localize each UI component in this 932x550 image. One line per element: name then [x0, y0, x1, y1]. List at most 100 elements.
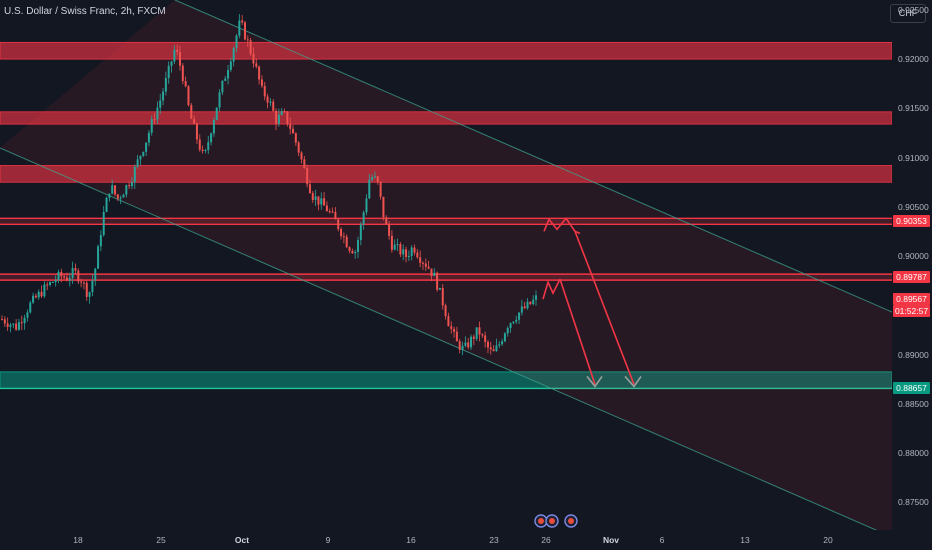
arrow-head [624, 375, 642, 388]
candle-body [77, 270, 80, 282]
candle-body [184, 81, 187, 87]
candle-body [438, 287, 441, 290]
candle-body [37, 291, 40, 298]
candle-body [484, 335, 487, 342]
candle-body [413, 247, 416, 253]
candle-body [275, 110, 278, 124]
candle-body [421, 262, 424, 264]
candle-body [46, 284, 49, 286]
zones-layer [0, 41, 892, 390]
candle-body [303, 159, 306, 169]
candle-body [447, 316, 450, 327]
price-tick-label: 0.91000 [898, 152, 929, 163]
candle-body [441, 287, 444, 306]
candle-body [512, 321, 515, 324]
channel-upper-line [174, 0, 892, 313]
candle-body [461, 345, 464, 350]
price-label: 01:52:57 [893, 304, 930, 317]
candle-body [450, 326, 453, 329]
candle-body [235, 35, 238, 49]
candle-body [331, 211, 334, 213]
arrow-head [586, 375, 603, 388]
price-tick-label: 0.90500 [898, 201, 929, 212]
candle-body [300, 152, 303, 160]
time-tick-label: 26 [541, 535, 551, 545]
candle-body [478, 327, 481, 335]
candle-body [71, 268, 74, 278]
candle-body [308, 184, 311, 194]
candle-body [464, 342, 467, 346]
candle-body [390, 235, 393, 250]
time-tick-label: Nov [602, 535, 620, 545]
candle-body [97, 246, 100, 269]
candle-body [388, 224, 391, 236]
candle-body [427, 266, 430, 269]
candle-body [433, 272, 436, 277]
candle-body [518, 312, 521, 320]
candle-body [523, 306, 526, 309]
candle-body [498, 344, 501, 346]
candle-body [57, 271, 60, 281]
candle-body [173, 49, 176, 62]
candle-body [342, 236, 345, 238]
candle-body [246, 39, 249, 41]
candle-body [80, 281, 83, 283]
candle-body [82, 282, 85, 284]
time-scale[interactable]: 18 25 Oct 9 16 23 26 Nov 6 13 20 [0, 530, 892, 550]
candle-body [130, 182, 133, 187]
price-tick-label: 0.92500 [898, 4, 929, 15]
candle-body [207, 142, 210, 151]
candle-body [520, 306, 523, 313]
candle-body [317, 196, 320, 205]
candle-body [272, 101, 275, 111]
candle-body [410, 247, 413, 256]
candle-body [325, 205, 328, 212]
drawings-layer [542, 217, 642, 388]
candle-body [218, 92, 221, 108]
currency-button[interactable]: CHF [890, 4, 926, 23]
time-tick-label: 20 [823, 535, 833, 545]
candle-body [470, 336, 473, 348]
candle-body [382, 196, 385, 218]
candle-body [125, 185, 128, 195]
candle-body [467, 342, 470, 348]
candle-body [241, 20, 244, 23]
candle-body [529, 301, 532, 305]
candle-body [472, 336, 475, 339]
candle-body [357, 240, 359, 252]
candle-body [337, 219, 340, 230]
candle-body [164, 77, 167, 92]
time-tick-label: 18 [73, 535, 83, 545]
price-scale[interactable]: 0.92500 0.92000 0.91500 0.91000 0.90500 0.900… [892, 0, 932, 530]
price-chart[interactable] [0, 0, 892, 530]
candle-body [297, 142, 300, 153]
candle-body [15, 323, 18, 330]
candle-body [32, 295, 35, 303]
candle-body [212, 119, 215, 134]
candle-body [509, 323, 512, 329]
candle-body [354, 251, 357, 254]
candle-body [385, 217, 388, 225]
price-tick-label: 0.88500 [898, 398, 929, 409]
candle-body [252, 53, 255, 64]
candle-body [54, 280, 57, 283]
candle-body [419, 257, 422, 263]
candle-body [201, 149, 204, 151]
candle-body [136, 159, 139, 167]
price-tick-label: 0.88000 [898, 448, 929, 459]
candle-body [328, 211, 331, 213]
candle-body [198, 139, 201, 150]
time-tick-label: 9 [325, 535, 331, 545]
candle-body [147, 132, 150, 143]
candle-body [195, 123, 198, 140]
candle-body [162, 91, 165, 101]
candle-body [289, 124, 292, 129]
candle-body [17, 322, 20, 330]
candle-body [314, 196, 317, 200]
event-markers [534, 514, 578, 528]
candle-body [495, 345, 498, 352]
candle-body [444, 305, 447, 317]
candle-body [311, 193, 314, 200]
candle-body [255, 63, 258, 67]
candle-body [142, 151, 145, 156]
